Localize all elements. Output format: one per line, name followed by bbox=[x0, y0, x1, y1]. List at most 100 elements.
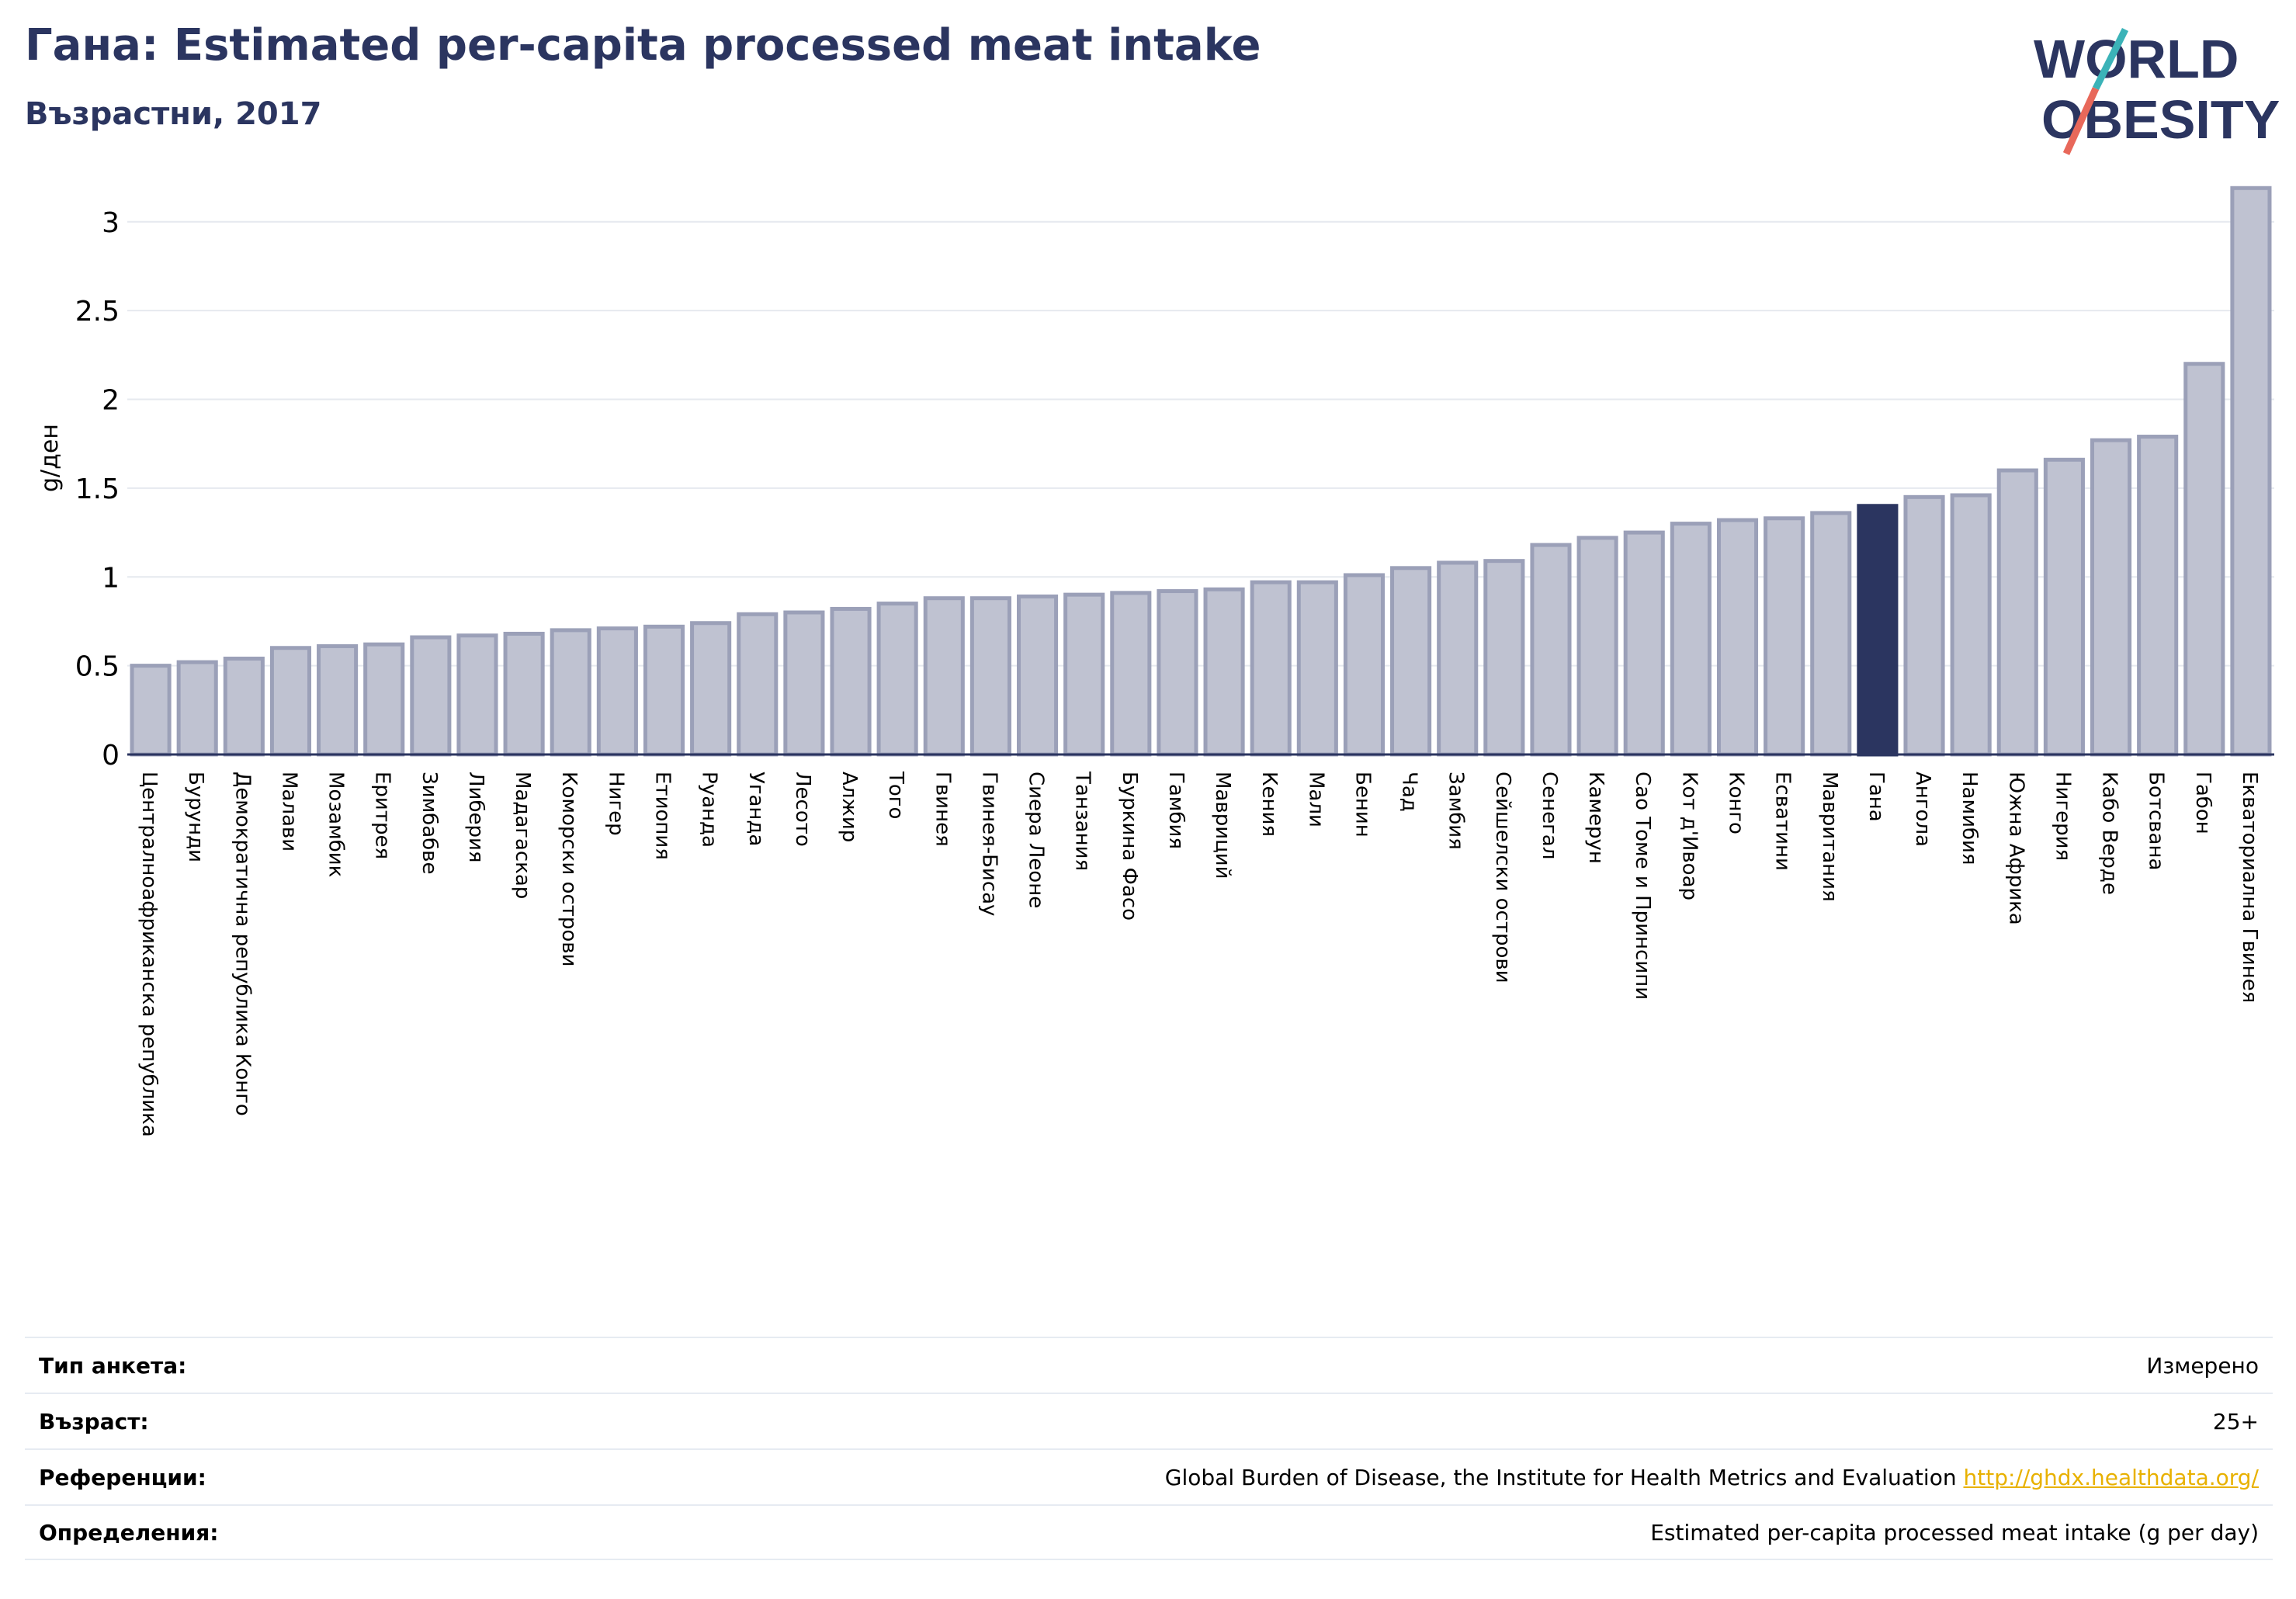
x-tick-label: Габон bbox=[2191, 772, 2214, 834]
bar bbox=[1483, 559, 1525, 757]
bar bbox=[1343, 573, 1386, 757]
bar bbox=[876, 602, 918, 757]
x-tick-label: Гвинея bbox=[931, 772, 954, 847]
x-tick-label: Еритрея bbox=[371, 772, 394, 859]
info-row-age: Възраст: 25+ bbox=[25, 1393, 2273, 1448]
bar bbox=[1390, 566, 1432, 757]
y-tick-label: 1.5 bbox=[75, 473, 120, 505]
x-tick-label: Сао Томе и Принсипи bbox=[1631, 772, 1654, 1000]
x-tick-label: Кения bbox=[1257, 772, 1281, 837]
bar bbox=[1764, 516, 1805, 757]
x-tick-label: Коморски острови bbox=[557, 772, 581, 967]
x-tick-label: Гвинея-Бисау bbox=[977, 772, 1001, 916]
x-tick-label: Либерия bbox=[464, 772, 487, 863]
bar bbox=[643, 624, 685, 757]
x-tick-label: Сейшелски острови bbox=[1491, 772, 1514, 983]
bar bbox=[410, 635, 452, 757]
bar bbox=[969, 596, 1011, 757]
y-tick-label: 3 bbox=[102, 207, 120, 239]
references-link[interactable]: http://ghdx.healthdata.org/ bbox=[1963, 1464, 2259, 1490]
bar bbox=[1296, 580, 1338, 757]
bar bbox=[783, 610, 825, 757]
references-value: Global Burden of Disease, the Institute … bbox=[1165, 1465, 2259, 1490]
bar bbox=[830, 606, 872, 757]
info-row-references: Референции: Global Burden of Disease, th… bbox=[25, 1448, 2273, 1504]
bar bbox=[317, 643, 359, 757]
bar bbox=[1903, 494, 1945, 757]
x-tick-label: Нигерия bbox=[2051, 772, 2074, 861]
x-tick-label: Алжир bbox=[838, 772, 861, 842]
bar bbox=[503, 631, 545, 757]
bar bbox=[596, 626, 638, 757]
bar bbox=[1063, 592, 1105, 757]
x-tick-label: Зимбабве bbox=[418, 772, 441, 875]
x-tick-label: Камерун bbox=[1584, 772, 1608, 864]
bar-highlighted bbox=[1857, 504, 1899, 757]
x-tick-label: Кот д'Ивоар bbox=[1677, 772, 1701, 900]
x-tick-label: Мадагаскар bbox=[511, 772, 534, 899]
x-tick-label: Етиопия bbox=[651, 772, 675, 860]
y-tick-label: 0 bbox=[102, 740, 120, 772]
bars-layer bbox=[130, 186, 2272, 757]
x-tick-label: Сиера Леоне bbox=[1025, 772, 1048, 908]
x-tick-label: Чад bbox=[1398, 772, 1421, 812]
bar bbox=[923, 596, 965, 757]
bar-chart: 0 0.5 1 1.5 2 2.5 3 Централноафриканска републ… bbox=[36, 186, 2274, 1137]
bar bbox=[550, 628, 591, 757]
x-tick-label: Гамбия bbox=[1164, 772, 1188, 849]
info-table: Тип анкета: Измерено Възраст: 25+ Рефере… bbox=[25, 1337, 2273, 1560]
references-label: Референции: bbox=[39, 1464, 206, 1490]
x-tick-label: Конго bbox=[1725, 772, 1748, 834]
x-tick-label: Ботсвана bbox=[2145, 772, 2168, 870]
x-tick-label: Намибия bbox=[1958, 772, 1981, 865]
bar bbox=[737, 612, 779, 757]
bar bbox=[1716, 518, 1759, 757]
bar bbox=[2230, 186, 2272, 757]
bar bbox=[456, 633, 498, 757]
age-label: Възраст: bbox=[39, 1408, 149, 1434]
bar bbox=[1623, 530, 1665, 757]
bar bbox=[363, 642, 405, 757]
bar bbox=[2090, 438, 2132, 757]
bar bbox=[2137, 435, 2179, 757]
x-tick-label: Ангола bbox=[1911, 772, 1934, 847]
bar bbox=[690, 621, 732, 757]
x-tick-label: Мавритания bbox=[1818, 772, 1841, 902]
x-tick-label: Буркина Фасо bbox=[1118, 772, 1141, 921]
bar bbox=[2183, 362, 2225, 757]
x-tick-label: Сенегал bbox=[1538, 772, 1561, 859]
bar bbox=[1576, 536, 1618, 757]
bar bbox=[1530, 543, 1572, 757]
x-tick-label: Централноафриканска република bbox=[137, 772, 161, 1137]
bar bbox=[269, 646, 312, 757]
references-text: Global Burden of Disease, the Institute … bbox=[1164, 1464, 1957, 1490]
bar bbox=[223, 656, 265, 757]
age-value: 25+ bbox=[2212, 1408, 2259, 1434]
definitions-label: Определения: bbox=[39, 1519, 219, 1545]
info-row-definitions: Определения: Estimated per-capita proces… bbox=[25, 1504, 2273, 1560]
bar bbox=[130, 664, 172, 757]
world-obesity-logo: WORLD OBESITY bbox=[2034, 27, 2280, 155]
x-tick-label: Замбия bbox=[1445, 772, 1468, 850]
x-tick-label: Южна Африка bbox=[2004, 772, 2027, 925]
bar bbox=[1437, 560, 1479, 757]
logo-slash-red bbox=[2062, 87, 2100, 155]
logo-slash-teal bbox=[2092, 27, 2129, 91]
x-tick-label: Лесото bbox=[791, 772, 814, 847]
bar bbox=[1996, 468, 2038, 757]
y-axis: 0 0.5 1 1.5 2 2.5 3 bbox=[75, 207, 120, 772]
y-tick-label: 1 bbox=[102, 562, 120, 594]
x-tick-label: Нигер bbox=[604, 772, 627, 836]
x-tick-label: Кабо Верде bbox=[2098, 772, 2121, 895]
x-tick-label: Руанда bbox=[698, 772, 721, 848]
bar bbox=[1016, 594, 1059, 757]
x-tick-label: Уганда bbox=[744, 772, 768, 846]
x-tick-label: Мозамбик bbox=[324, 772, 348, 877]
x-tick-label: Мали bbox=[1304, 772, 1327, 827]
chart-subtitle: Възрастни, 2017 bbox=[25, 96, 322, 132]
x-tick-label: Того bbox=[884, 771, 907, 819]
bar bbox=[1157, 589, 1198, 757]
bar bbox=[1203, 587, 1245, 757]
logo-word-world: WORLD bbox=[2034, 29, 2239, 89]
x-tick-label: Танзания bbox=[1071, 771, 1094, 871]
